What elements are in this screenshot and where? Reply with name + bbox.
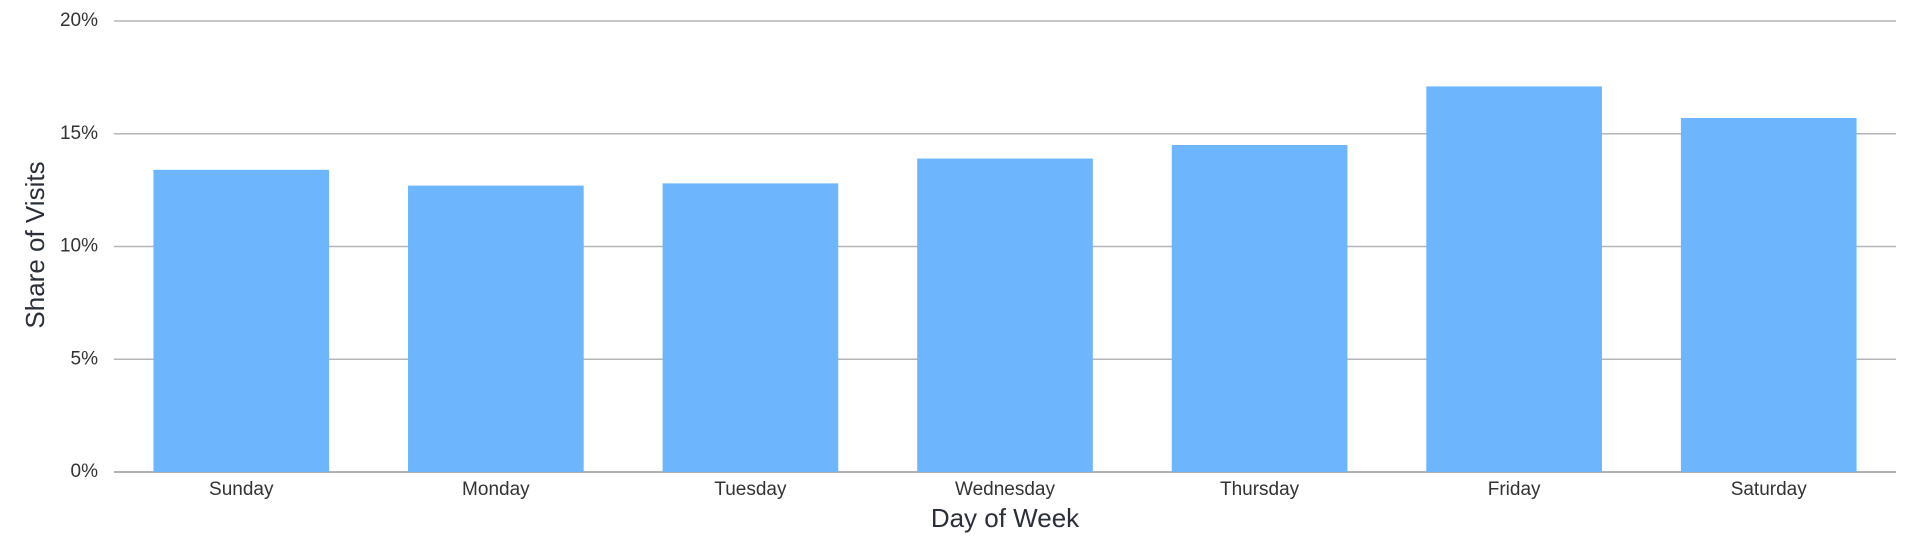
bar	[153, 169, 330, 472]
bar	[1171, 145, 1348, 472]
x-tick-label: Sunday	[209, 479, 274, 500]
x-tick-label: Saturday	[1731, 479, 1808, 500]
y-tick-label: 20%	[60, 10, 98, 31]
bar	[917, 158, 1093, 472]
bar	[1680, 117, 1857, 472]
y-tick-label: 15%	[60, 123, 98, 144]
bar	[662, 183, 839, 473]
y-tick-label: 0%	[71, 461, 99, 482]
y-tick-label: 10%	[60, 236, 98, 257]
x-tick-label: Monday	[462, 479, 530, 500]
x-tick-label: Friday	[1488, 479, 1541, 500]
y-axis-title: Share of Visits	[20, 161, 50, 328]
bar	[408, 185, 584, 473]
x-tick-label: Wednesday	[955, 479, 1055, 500]
bar	[1426, 86, 1602, 473]
x-axis-title: Day of Week	[931, 503, 1080, 533]
y-tick-label: 5%	[71, 348, 99, 369]
x-tick-label: Tuesday	[714, 479, 787, 500]
x-tick-label: Thursday	[1220, 479, 1300, 500]
